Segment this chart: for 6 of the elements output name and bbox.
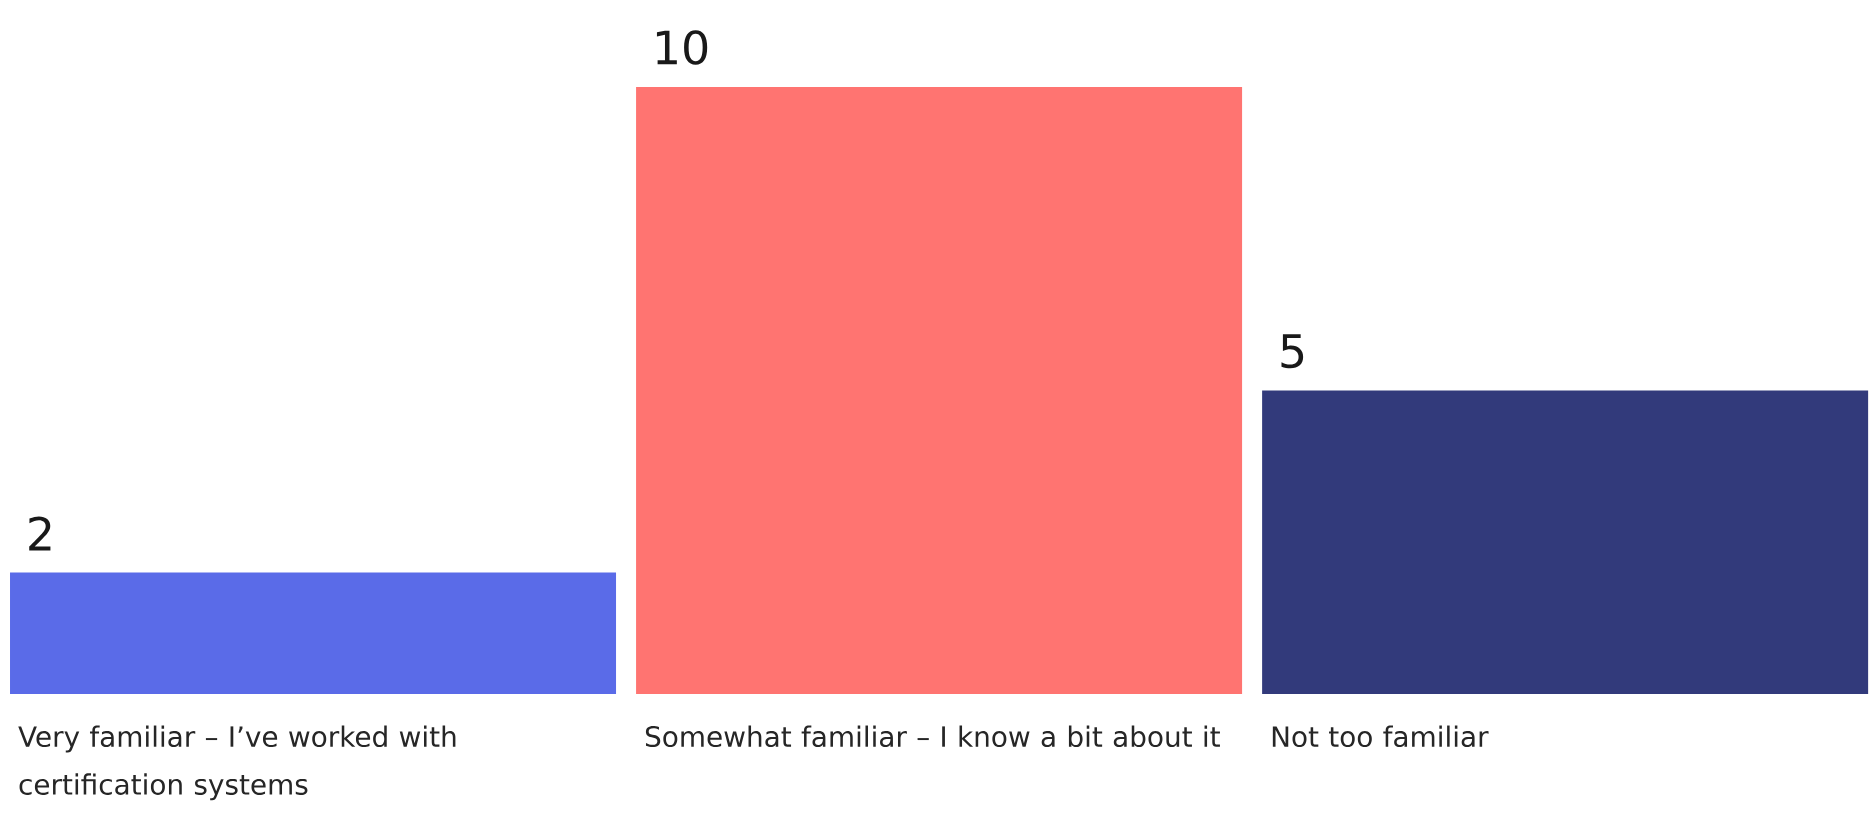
- data-label: 2: [29, 516, 51, 551]
- x-tick-label: Very familiar – I’ve worked with certification systems: [18, 725, 456, 801]
- x-tick-label: Somewhat familiar – I know a bit about it: [645, 725, 1220, 748]
- data-label: 10: [656, 30, 708, 65]
- x-tick-label: Not too familiar: [1272, 725, 1489, 748]
- data-label: 5: [1281, 334, 1304, 369]
